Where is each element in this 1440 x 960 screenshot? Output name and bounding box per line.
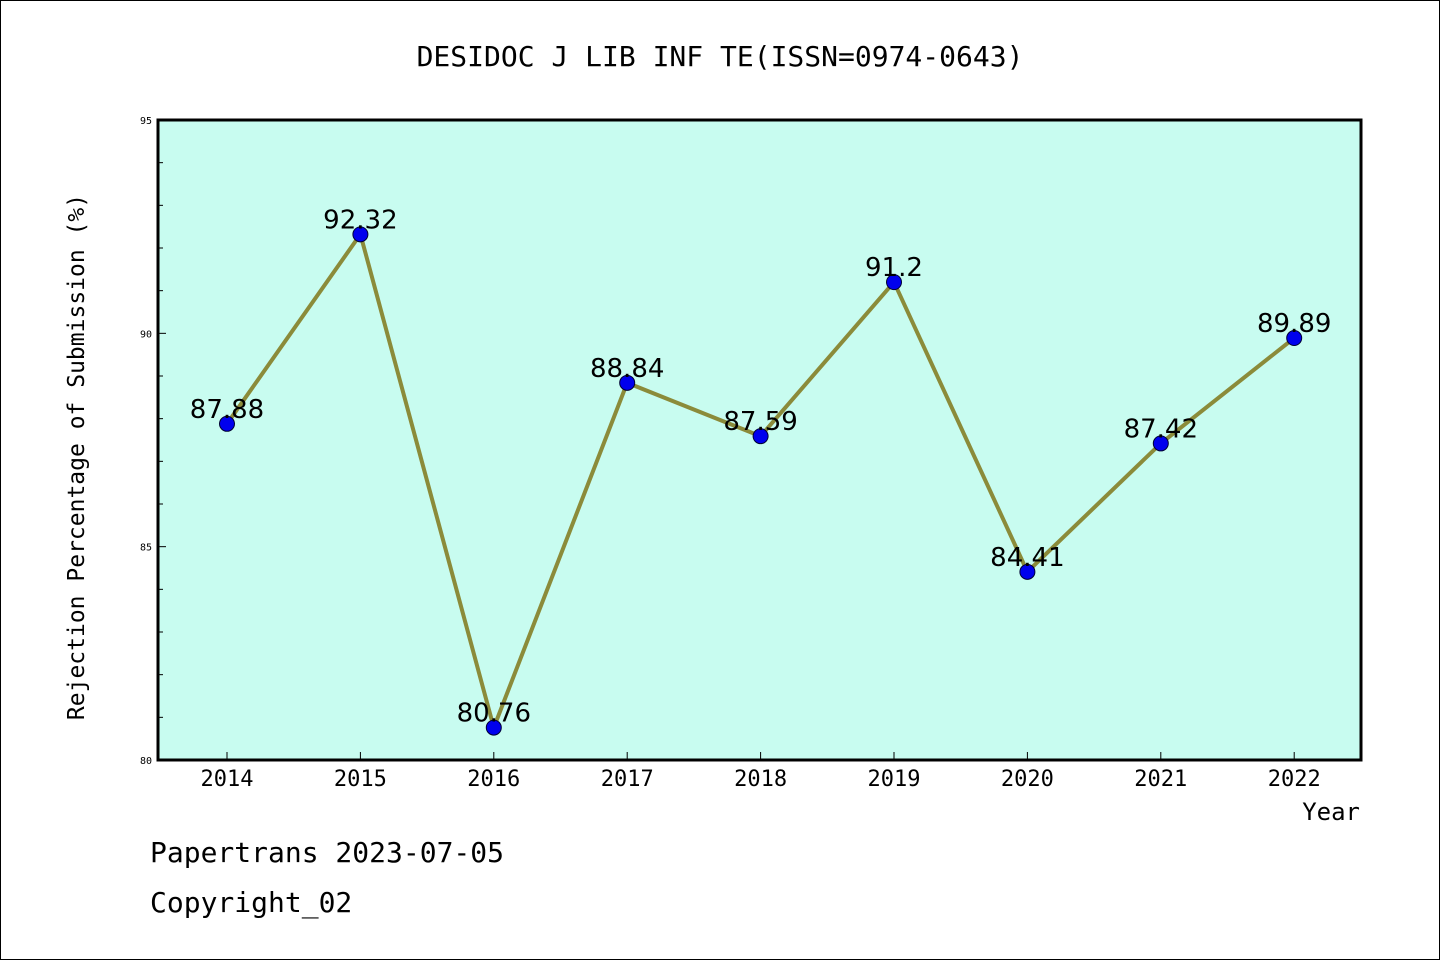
x-tick-label: 2019 xyxy=(868,767,921,792)
data-label: 84.41 xyxy=(990,543,1064,573)
x-axis: 2014 2015 2016 2017 2018 2019 2020 2021 2022 xyxy=(201,752,1321,792)
chart-title: DESIDOC J LIB INF TE(ISSN=0974-0643) xyxy=(417,40,1024,73)
data-point xyxy=(485,719,502,736)
data-labels: 87.88 92.32 80.76 88.84 87.59 91.2 84.41 87.42 8… xyxy=(190,205,1332,728)
data-label: 88.84 xyxy=(590,354,664,384)
y-axis-label: Rejection Percentage of Submission (%) xyxy=(64,194,90,720)
y-tick-label: 90 xyxy=(140,329,152,340)
x-tick-label: 2014 xyxy=(201,767,254,792)
data-label: 91.2 xyxy=(865,253,923,283)
y-axis: 80 85 90 95 xyxy=(140,116,166,767)
x-tick-label: 2021 xyxy=(1134,767,1187,792)
data-point xyxy=(619,374,636,391)
data-label: 92.32 xyxy=(323,205,397,235)
y-tick-label: 95 xyxy=(140,116,152,127)
x-tick-label: 2022 xyxy=(1268,767,1321,792)
data-point xyxy=(1152,435,1169,452)
data-label: 80.76 xyxy=(457,699,531,729)
x-tick-label: 2017 xyxy=(601,767,654,792)
data-label: 87.42 xyxy=(1124,414,1198,444)
x-tick-label: 2016 xyxy=(467,767,520,792)
footer-copyright: Copyright_02 xyxy=(150,886,353,919)
data-point xyxy=(886,274,902,291)
y-tick-label: 80 xyxy=(140,756,152,767)
x-tick-label: 2015 xyxy=(334,767,387,792)
data-point xyxy=(752,428,769,445)
data-point xyxy=(219,415,235,432)
x-tick-label: 2018 xyxy=(734,767,787,792)
series-rejection xyxy=(219,226,1303,736)
data-label: 87.88 xyxy=(190,395,264,425)
footer-date: Papertrans 2023-07-05 xyxy=(150,836,505,869)
x-tick-label: 2020 xyxy=(1001,767,1054,792)
x-axis-label: Year xyxy=(1302,798,1360,826)
data-point xyxy=(352,226,369,243)
data-label: 89.89 xyxy=(1257,309,1331,339)
y-tick-label: 85 xyxy=(140,543,152,554)
data-point xyxy=(1019,563,1036,580)
data-point xyxy=(1286,330,1303,347)
data-label: 87.59 xyxy=(723,407,797,437)
